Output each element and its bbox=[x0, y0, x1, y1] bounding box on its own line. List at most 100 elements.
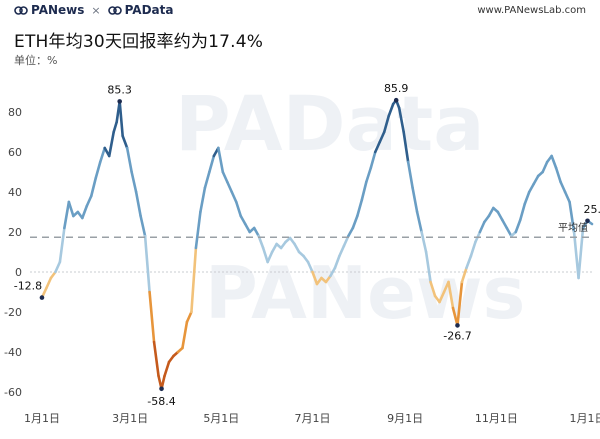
series-segment bbox=[293, 242, 301, 254]
series-segment bbox=[261, 246, 269, 264]
series-segment bbox=[415, 210, 423, 234]
series-segment bbox=[356, 198, 364, 218]
series-segment bbox=[181, 320, 189, 350]
series-segment bbox=[125, 146, 133, 174]
series-segment bbox=[456, 280, 464, 327]
annotation-dot bbox=[117, 99, 122, 104]
series-segment bbox=[373, 140, 382, 154]
series-segment bbox=[541, 160, 549, 174]
brand-group: PANews × PAData bbox=[14, 3, 173, 17]
x-tick-label: 7月1日 bbox=[294, 412, 330, 425]
padata-brand: PAData bbox=[107, 3, 174, 17]
series-segment bbox=[266, 250, 274, 264]
annotation-label: 85.9 bbox=[384, 82, 409, 95]
series-segment bbox=[257, 234, 265, 250]
series-segment bbox=[45, 276, 53, 290]
x-tick-label: 5月1日 bbox=[203, 412, 239, 425]
series-segment bbox=[152, 340, 160, 378]
series-segment bbox=[203, 170, 211, 190]
series-segment bbox=[81, 204, 89, 220]
series-segment bbox=[487, 206, 495, 218]
series-segment bbox=[89, 176, 98, 198]
y-tick-label: 60 bbox=[8, 146, 22, 159]
series-segment bbox=[208, 154, 216, 174]
series-segment bbox=[505, 226, 513, 238]
panews-logo-icon bbox=[14, 5, 28, 15]
average-label: 平均值 bbox=[558, 221, 588, 234]
series-segment bbox=[230, 190, 238, 204]
series-segment bbox=[351, 214, 359, 230]
series-segment bbox=[424, 250, 432, 284]
series-segment bbox=[225, 180, 234, 194]
series-segment bbox=[397, 106, 405, 134]
annotation-dot bbox=[393, 97, 399, 103]
site-url: www.PANewsLab.com bbox=[477, 4, 586, 16]
series-segment bbox=[221, 170, 229, 184]
unit-label: 单位：% bbox=[14, 54, 58, 67]
panews-brand: PANews bbox=[14, 3, 84, 17]
series-segment bbox=[369, 150, 377, 170]
panews-brand-name: PANews bbox=[31, 3, 85, 17]
series-segment bbox=[402, 130, 410, 164]
series-segment bbox=[311, 270, 319, 286]
x-tick-label: 11月1日 bbox=[475, 412, 518, 425]
series-segment bbox=[438, 290, 446, 304]
series-segment bbox=[514, 218, 522, 234]
series-segment bbox=[58, 226, 66, 264]
series-segment bbox=[411, 186, 419, 214]
series-segment bbox=[185, 310, 193, 324]
annotation-dot bbox=[585, 218, 590, 224]
y-tick-label: 80 bbox=[8, 106, 22, 119]
series-segment bbox=[420, 230, 428, 254]
series-segment bbox=[496, 210, 504, 222]
y-tick-label: 40 bbox=[8, 186, 22, 199]
series-segment bbox=[406, 160, 414, 190]
series-segment bbox=[465, 254, 473, 270]
series-segment bbox=[194, 210, 202, 250]
annotation-dot bbox=[455, 323, 460, 328]
series-segment bbox=[365, 166, 373, 184]
header: PANews × PAData www.PANewsLab.com bbox=[0, 0, 600, 20]
series-segment bbox=[121, 134, 129, 150]
series-line bbox=[40, 98, 594, 391]
series-segment bbox=[190, 246, 198, 314]
series-segment bbox=[329, 266, 337, 278]
series-segment bbox=[199, 186, 207, 214]
series-segment bbox=[378, 130, 386, 144]
series-segment bbox=[577, 226, 585, 280]
series-segment bbox=[447, 280, 455, 310]
annotation-label: -26.7 bbox=[443, 329, 471, 342]
brand-separator: × bbox=[91, 3, 101, 17]
padata-logo-icon bbox=[107, 5, 122, 15]
series-segment bbox=[532, 174, 540, 186]
series-segment bbox=[63, 200, 71, 230]
series-segment bbox=[360, 180, 368, 202]
series-segment bbox=[98, 146, 107, 164]
series-segment bbox=[112, 120, 118, 134]
annotation-label: 25.6 bbox=[584, 203, 600, 216]
series-segment bbox=[333, 254, 341, 270]
series-segment bbox=[85, 194, 93, 208]
series-segment bbox=[429, 280, 437, 298]
axis-layer: -60 -40 -20 0 20 40 60 80 1月1日 3月1日 5月1日 7月1日 9月1日 11… bbox=[4, 106, 600, 425]
series-segment bbox=[234, 200, 243, 218]
series-segment bbox=[270, 242, 278, 254]
series-segment bbox=[139, 214, 147, 238]
padata-brand-name: PAData bbox=[124, 3, 174, 17]
x-tick-label: 9月1日 bbox=[387, 412, 423, 425]
series-segment bbox=[527, 182, 536, 194]
annotation-dot bbox=[39, 295, 45, 300]
series-segment bbox=[143, 234, 151, 294]
series-segment bbox=[559, 180, 567, 194]
y-tick-label: -40 bbox=[4, 346, 22, 359]
series-segment bbox=[148, 290, 156, 344]
series-segment bbox=[347, 226, 355, 238]
series-segment bbox=[338, 244, 346, 258]
annotation-dot bbox=[159, 386, 164, 392]
series-segment bbox=[130, 170, 138, 194]
watermark-text: PANews bbox=[205, 251, 525, 335]
x-tick-label: 1月1日 bbox=[570, 412, 600, 425]
y-tick-label: -60 bbox=[4, 386, 22, 399]
y-tick-label: 0 bbox=[15, 266, 22, 279]
